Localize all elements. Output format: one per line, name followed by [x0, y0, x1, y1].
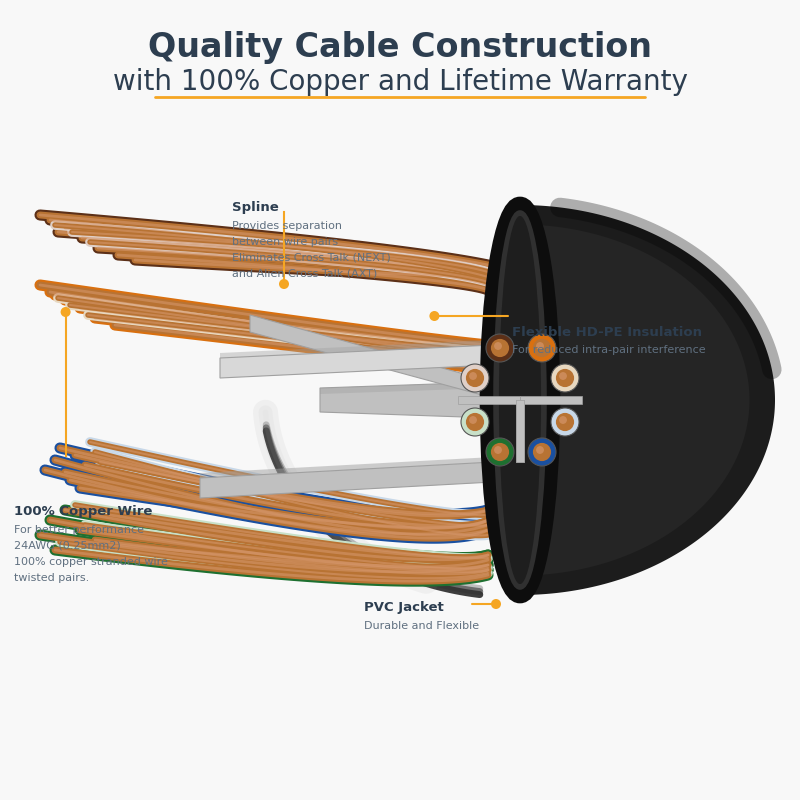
Text: Durable and Flexible: Durable and Flexible: [364, 621, 479, 631]
Circle shape: [491, 443, 509, 461]
Circle shape: [528, 438, 556, 466]
Circle shape: [466, 369, 484, 387]
Text: Provides separation: Provides separation: [232, 221, 342, 231]
Circle shape: [61, 307, 70, 317]
Circle shape: [466, 413, 484, 431]
Circle shape: [279, 279, 289, 289]
Ellipse shape: [499, 216, 541, 584]
Circle shape: [461, 408, 489, 436]
Polygon shape: [488, 205, 775, 595]
Circle shape: [469, 372, 477, 380]
Text: between wire pairs: between wire pairs: [232, 237, 338, 247]
Polygon shape: [250, 315, 493, 398]
Circle shape: [494, 342, 502, 350]
Text: Spline: Spline: [232, 202, 278, 214]
Text: 100% copper stranded wire: 100% copper stranded wire: [14, 557, 168, 567]
Circle shape: [551, 364, 579, 392]
Text: with 100% Copper and Lifetime Warranty: with 100% Copper and Lifetime Warranty: [113, 68, 687, 96]
Text: Quality Cable Construction: Quality Cable Construction: [148, 31, 652, 65]
Circle shape: [494, 446, 502, 454]
Polygon shape: [200, 457, 493, 478]
Circle shape: [536, 342, 544, 350]
Circle shape: [469, 416, 477, 424]
Circle shape: [533, 339, 551, 357]
Circle shape: [430, 311, 439, 321]
Polygon shape: [320, 382, 493, 394]
Text: PVC Jacket: PVC Jacket: [364, 602, 444, 614]
Polygon shape: [520, 396, 582, 404]
Circle shape: [491, 599, 501, 609]
Polygon shape: [516, 400, 524, 462]
Text: twisted pairs.: twisted pairs.: [14, 573, 90, 583]
Circle shape: [536, 446, 544, 454]
Text: For better performance: For better performance: [14, 525, 145, 535]
Polygon shape: [488, 205, 750, 595]
Circle shape: [559, 416, 567, 424]
Circle shape: [486, 334, 514, 362]
Circle shape: [533, 443, 551, 461]
Text: 100% Copper Wire: 100% Copper Wire: [14, 506, 153, 518]
Circle shape: [551, 408, 579, 436]
Text: Eliminates Cross Talk (NEXT): Eliminates Cross Talk (NEXT): [232, 253, 390, 263]
Polygon shape: [200, 462, 493, 498]
Circle shape: [528, 334, 556, 362]
Polygon shape: [220, 340, 493, 358]
Polygon shape: [458, 396, 520, 404]
Polygon shape: [516, 400, 524, 462]
Circle shape: [461, 364, 489, 392]
Text: Flexible HD-PE Insulation: Flexible HD-PE Insulation: [512, 326, 702, 338]
Circle shape: [486, 438, 514, 466]
Polygon shape: [220, 345, 493, 378]
Circle shape: [559, 372, 567, 380]
Text: For reduced intra-pair interference: For reduced intra-pair interference: [512, 345, 706, 355]
Text: 24AWG (0.25mm2): 24AWG (0.25mm2): [14, 541, 121, 551]
Ellipse shape: [488, 205, 552, 595]
Polygon shape: [320, 382, 493, 418]
Circle shape: [491, 339, 509, 357]
Circle shape: [556, 413, 574, 431]
Circle shape: [556, 369, 574, 387]
Text: and Alien Cross Talk (AXT): and Alien Cross Talk (AXT): [232, 269, 378, 279]
